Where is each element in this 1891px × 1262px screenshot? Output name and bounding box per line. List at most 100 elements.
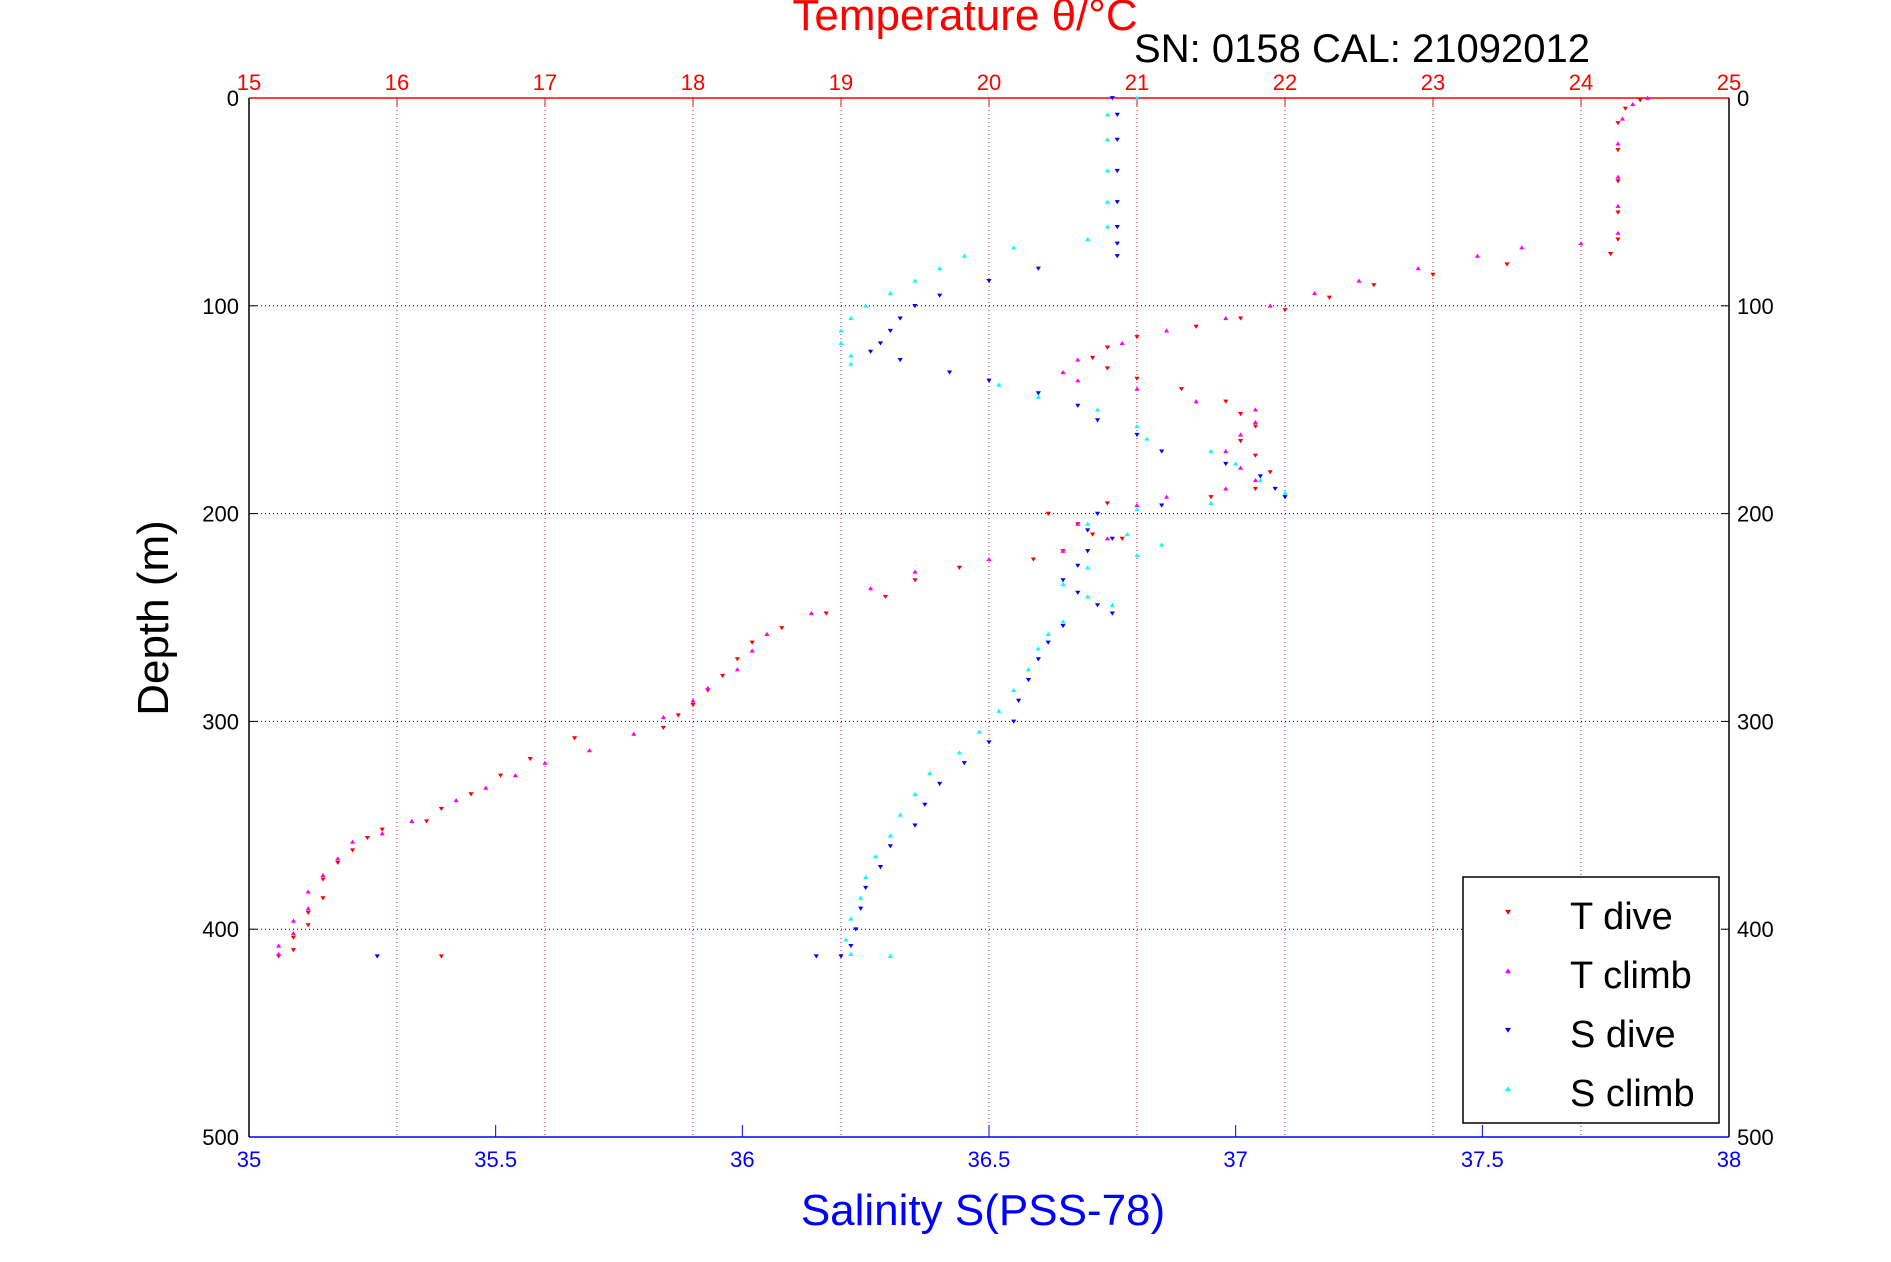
t-climb-point xyxy=(1238,465,1244,470)
t-dive-point xyxy=(823,611,829,616)
depth-tick-label-left: 100 xyxy=(202,294,239,319)
s-dive-point xyxy=(877,341,884,346)
legend-box xyxy=(1462,876,1720,1124)
t-climb-point xyxy=(1238,432,1244,437)
t-climb-point xyxy=(1578,241,1584,246)
t-climb-point xyxy=(453,798,459,803)
temperature-tick-label: 22 xyxy=(1273,70,1297,95)
t-climb-point xyxy=(1615,174,1621,179)
t-dive-point xyxy=(1252,486,1258,492)
s-dive-point xyxy=(877,865,884,870)
s-dive-point xyxy=(937,781,943,787)
s-dive-point xyxy=(863,885,869,890)
s-dive-point xyxy=(868,349,874,354)
s-climb-point xyxy=(1124,532,1130,537)
s-dive-point xyxy=(1094,511,1101,516)
s-climb-point xyxy=(848,361,854,366)
s-dive-point xyxy=(1035,266,1041,271)
t-climb-point xyxy=(1075,357,1081,362)
t-dive-point xyxy=(1193,324,1199,329)
s-climb-point xyxy=(887,953,893,959)
temperature-tick-label: 17 xyxy=(533,70,557,95)
t-dive-point xyxy=(305,923,311,928)
t-climb-point xyxy=(868,586,874,591)
s-climb-point xyxy=(1159,542,1165,547)
t-climb-point xyxy=(912,569,918,574)
t-dive-point xyxy=(1615,179,1621,184)
s-climb-point xyxy=(956,750,962,755)
salinity-tick-label: 38 xyxy=(1717,1147,1741,1172)
t-climb-point xyxy=(631,731,637,736)
t-climb-point xyxy=(764,631,770,636)
t-climb-point xyxy=(1252,419,1258,424)
t-climb-point xyxy=(1119,340,1125,346)
temperature-tick-label: 18 xyxy=(681,70,705,95)
depth-tick-label-left: 400 xyxy=(202,917,239,942)
t-dive-point xyxy=(305,910,311,915)
s-climb-point xyxy=(1233,461,1239,466)
temperature-tick-label: 15 xyxy=(237,70,261,95)
t-dive-point xyxy=(1090,355,1096,361)
salinity-tick-label: 37.5 xyxy=(1461,1147,1504,1172)
x-axis-label: Salinity S(PSS-78) xyxy=(801,1186,1165,1235)
t-climb-point xyxy=(1193,399,1199,404)
t-dive-point xyxy=(1104,501,1110,506)
s-climb-point xyxy=(1144,436,1150,441)
depth-tick-label-right: 300 xyxy=(1737,709,1774,734)
t-dive-point xyxy=(1615,210,1621,215)
t-dive-point xyxy=(1223,399,1229,404)
t-climb-point xyxy=(1312,290,1318,296)
s-climb-point xyxy=(1104,137,1110,142)
s-dive-point xyxy=(1114,137,1120,142)
t-climb-point xyxy=(379,831,385,836)
s-dive-point xyxy=(1257,474,1263,479)
t-dive-point xyxy=(320,877,326,882)
temperature-tick-label: 21 xyxy=(1125,70,1149,95)
t-climb-point xyxy=(1356,278,1362,283)
t-dive-point xyxy=(320,896,326,901)
s-climb-point xyxy=(838,340,844,346)
s-dive-point xyxy=(912,303,918,309)
t-dive-point xyxy=(1504,262,1510,267)
temperature-tick-label: 23 xyxy=(1421,70,1445,95)
t-dive-point xyxy=(675,713,681,718)
s-climb-point xyxy=(1282,490,1288,495)
s-dive-point xyxy=(1011,719,1017,724)
s-dive-point xyxy=(961,761,967,766)
s-dive-point xyxy=(1060,623,1066,629)
t-dive-point xyxy=(1030,557,1036,562)
s-climb-point xyxy=(1094,407,1101,412)
t-climb-point xyxy=(1060,369,1066,375)
temperature-tick-label: 19 xyxy=(829,70,853,95)
s-climb-point xyxy=(1060,619,1066,624)
s-dive-point xyxy=(1085,528,1091,533)
t-dive-point xyxy=(1208,495,1214,500)
s-dive-point xyxy=(1025,678,1032,683)
t-climb-point xyxy=(1645,95,1651,100)
t-climb-point xyxy=(320,872,326,877)
s-climb-point xyxy=(848,951,854,956)
s-climb-point xyxy=(887,290,893,296)
t-climb-point xyxy=(1134,386,1140,391)
t-dive-point xyxy=(1178,387,1184,392)
s-climb-point xyxy=(843,937,849,942)
s-dive-point xyxy=(1272,486,1278,492)
t-climb-point xyxy=(1615,141,1621,146)
t-dive-point xyxy=(1615,121,1621,126)
s-climb-point xyxy=(848,353,854,358)
legend: T dive T climb S dive S climb xyxy=(1462,876,1720,1124)
s-climb-point xyxy=(961,253,967,258)
s-dive-point xyxy=(374,954,380,959)
s-climb-point xyxy=(927,771,933,776)
s-dive-point xyxy=(946,370,953,375)
s-climb-point xyxy=(897,812,903,817)
depth-tick-label-left: 500 xyxy=(202,1125,239,1150)
depth-tick-label-right: 500 xyxy=(1737,1125,1774,1150)
t-climb-point xyxy=(483,785,489,790)
s-dive-point xyxy=(1114,200,1120,205)
s-climb-point xyxy=(1134,95,1140,100)
t-dive-point xyxy=(438,806,444,812)
legend-label-s-dive: S dive xyxy=(1570,1014,1676,1056)
s-dive-point xyxy=(922,802,928,807)
s-climb-point xyxy=(887,833,893,838)
